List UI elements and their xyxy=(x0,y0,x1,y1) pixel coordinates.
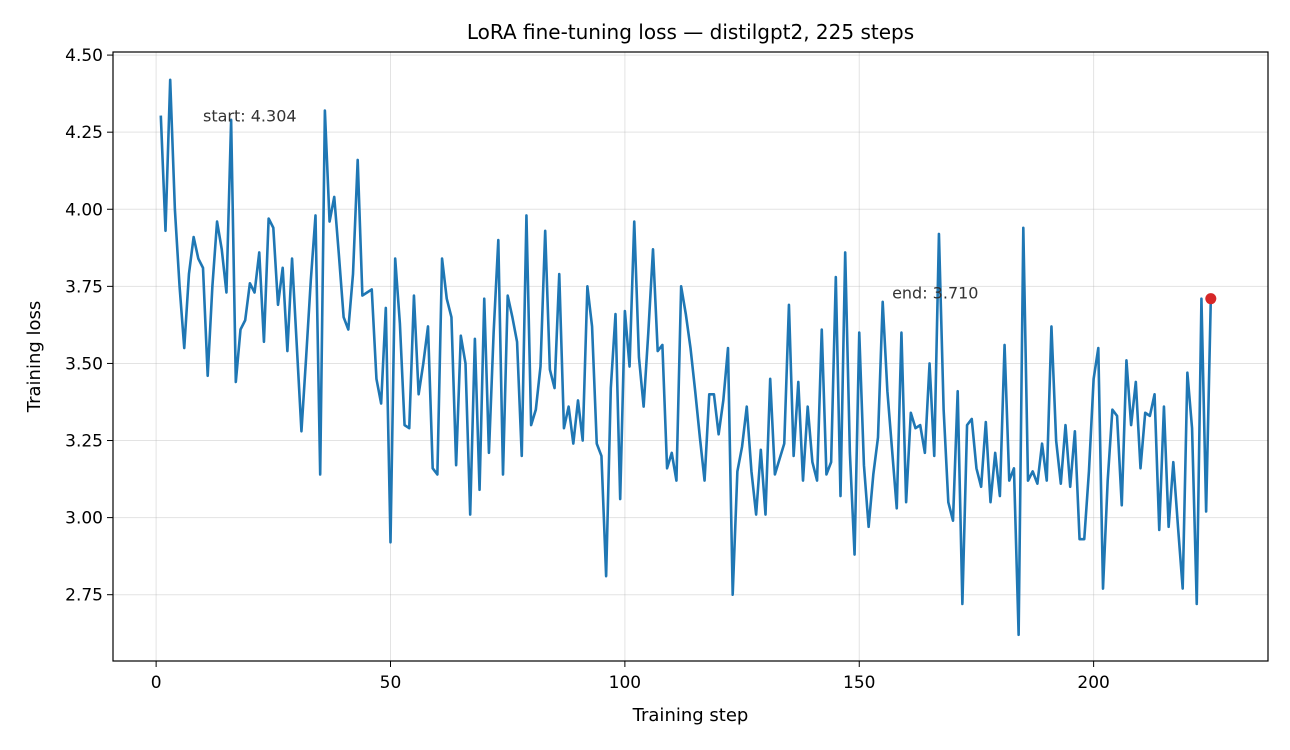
grid xyxy=(113,52,1268,661)
annotation-label: start: 4.304 xyxy=(203,107,297,126)
annotation-label: end: 3.710 xyxy=(892,284,978,303)
x-tick-label: 50 xyxy=(380,673,402,693)
x-tick-label: 150 xyxy=(843,673,875,693)
end-point-marker xyxy=(1205,293,1217,305)
x-axis-title: Training step xyxy=(632,705,749,726)
y-tick-label: 4.50 xyxy=(65,46,103,66)
plot-frame xyxy=(112,51,1269,662)
chart-title: LoRA fine-tuning loss — distilgpt2, 225 … xyxy=(467,20,914,44)
x-axis: 0 50 100 150 200 xyxy=(151,661,1110,693)
y-tick-label: 3.25 xyxy=(65,432,103,452)
y-tick-label: 3.00 xyxy=(65,509,103,529)
y-tick-label: 4.00 xyxy=(65,200,103,220)
x-tick-label: 100 xyxy=(609,673,641,693)
y-tick-label: 4.25 xyxy=(65,123,103,143)
x-tick-label: 0 xyxy=(151,673,162,693)
loss-series-line xyxy=(159,78,1213,637)
y-axis-title: Training loss xyxy=(24,301,45,414)
annotations: start: 4.304 end: 3.710 xyxy=(203,107,978,303)
x-tick-label: 200 xyxy=(1077,673,1109,693)
y-axis: 2.75 3.00 3.25 3.50 3.75 4.00 4.25 4.50 xyxy=(65,46,113,606)
y-tick-label: 2.75 xyxy=(65,586,103,606)
y-tick-label: 3.75 xyxy=(65,277,103,297)
y-tick-label: 3.50 xyxy=(65,354,103,374)
plot-area xyxy=(159,78,1217,637)
